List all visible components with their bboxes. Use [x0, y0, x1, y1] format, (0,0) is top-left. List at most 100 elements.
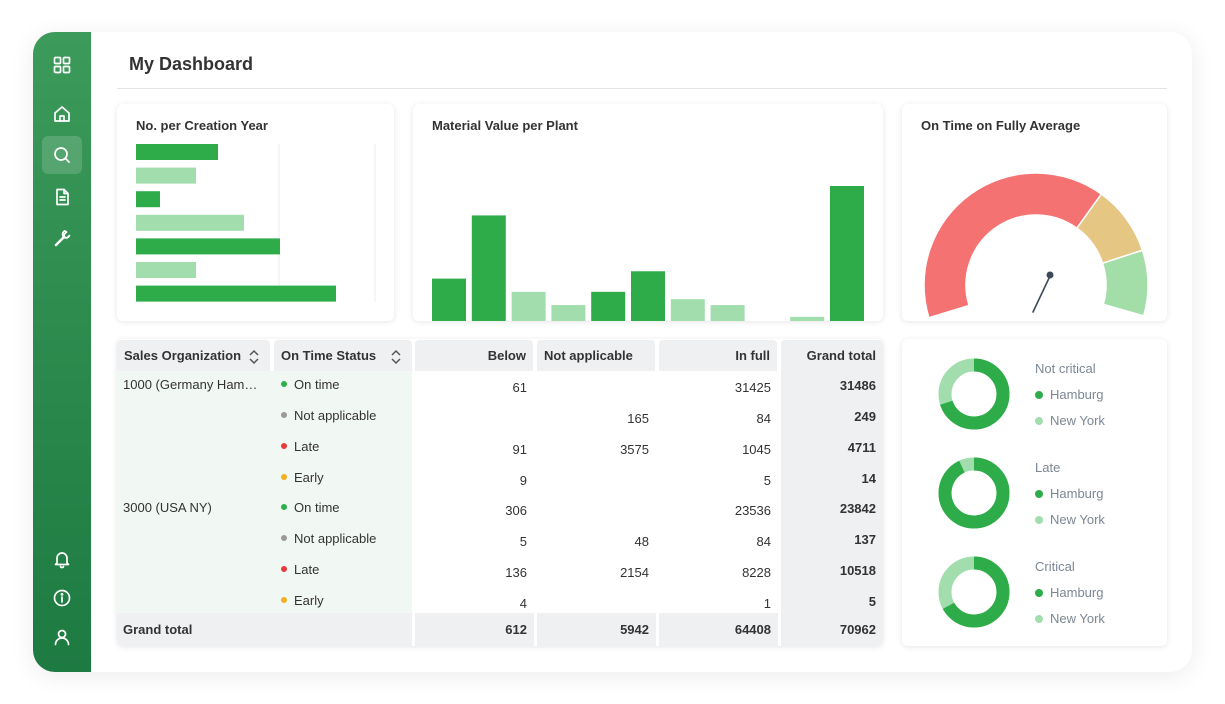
grand-total-column: [781, 371, 883, 613]
column-header[interactable]: Not applicable: [537, 340, 655, 371]
legend-dot: [1035, 489, 1043, 498]
below-cell: 4: [519, 596, 527, 611]
on-time-title: On Time on Fully Average: [921, 118, 1081, 133]
grand-total-below: 612: [505, 622, 527, 637]
gauge-segment: [923, 172, 1103, 319]
title-divider: [117, 88, 1167, 89]
row-header-area: [117, 371, 412, 613]
status-dot: [281, 534, 287, 541]
sort-icon[interactable]: [390, 346, 402, 365]
status-dot: [281, 473, 287, 480]
creation-year-bar[interactable]: [136, 191, 160, 208]
legend-dot: [1035, 614, 1043, 623]
creation-year-bar[interactable]: [136, 285, 336, 302]
search-icon[interactable]: [42, 136, 82, 174]
below-cell: 136: [505, 565, 527, 580]
sales-org-cell: 1000 (Germany Ham…: [123, 377, 258, 392]
grand-total-in-full: 64408: [734, 622, 771, 637]
legend-item-new-york: New York: [1035, 413, 1105, 428]
not-applicable-cell: 3575: [620, 442, 649, 457]
status-cell: Early: [281, 593, 324, 608]
legend-dot: [1035, 515, 1043, 524]
status-dot: [281, 442, 287, 449]
user-icon[interactable]: [42, 618, 82, 656]
creation-year-bar[interactable]: [136, 167, 196, 184]
column-header[interactable]: On Time Status: [274, 340, 412, 371]
donut-title: Critical: [1035, 559, 1075, 574]
below-cell: 5: [519, 534, 527, 549]
column-separator: [778, 613, 781, 646]
home-icon[interactable]: [42, 95, 82, 133]
material-value-bar[interactable]: [631, 271, 665, 321]
column-header-label: Not applicable: [544, 348, 633, 363]
status-cell: Late: [281, 439, 319, 454]
creation-year-bar[interactable]: [136, 238, 280, 255]
status-cell: On time: [281, 377, 340, 392]
bell-icon[interactable]: [42, 540, 82, 578]
column-header-label: Below: [487, 348, 526, 363]
material-value-bar[interactable]: [710, 305, 745, 321]
donut-title: Late: [1035, 460, 1061, 475]
column-header[interactable]: Sales Organization: [117, 340, 270, 371]
column-header[interactable]: In full: [659, 340, 777, 371]
column-header-label: On Time Status: [281, 348, 377, 363]
grand-total-cell: 4711: [847, 440, 876, 455]
donut-title: Not critical: [1035, 361, 1096, 376]
column-header[interactable]: Grand total: [781, 340, 883, 371]
info-icon[interactable]: [42, 579, 82, 617]
grand-total-cell: 14: [861, 471, 876, 486]
material-value-bar[interactable]: [790, 316, 825, 321]
on-time-gauge: [923, 172, 1149, 319]
material-value-bar[interactable]: [830, 186, 864, 321]
creation-year-bar[interactable]: [136, 214, 244, 231]
in-full-cell: 1: [763, 596, 771, 611]
material-value-bar[interactable]: [471, 215, 506, 321]
below-cell: 61: [512, 380, 527, 395]
legend-dot: [1035, 390, 1043, 399]
column-header[interactable]: Below: [415, 340, 533, 371]
legend-dot: [1035, 416, 1043, 425]
page-title: My Dashboard: [129, 54, 254, 74]
material-value-bar[interactable]: [670, 299, 705, 321]
material-value-bar[interactable]: [511, 291, 546, 321]
sales-org-cell: 3000 (USA NY): [123, 500, 212, 515]
material-value-bar[interactable]: [591, 291, 626, 321]
grand-total-not-applicable: 5942: [620, 622, 649, 637]
legend-item-hamburg: Hamburg: [1035, 486, 1103, 501]
grand-total-cell: 249: [854, 409, 876, 424]
material-value-title: Material Value per Plant: [432, 118, 578, 133]
status-dot: [281, 503, 287, 510]
gauge-needle-cap: [1046, 271, 1054, 279]
sort-icon[interactable]: [248, 346, 260, 365]
sidebar: [33, 32, 91, 672]
donut-card: Not critical Hamburg New York Late Hamburg Ne…: [902, 339, 1167, 646]
donut-segment-hamburg[interactable]: [938, 556, 1010, 628]
legend-item-hamburg: Hamburg: [1035, 585, 1103, 600]
legend-item-new-york: New York: [1035, 611, 1105, 626]
grid-icon[interactable]: [42, 46, 82, 84]
in-full-cell: 1045: [742, 442, 771, 457]
status-dot: [281, 411, 287, 418]
creation-year-bar[interactable]: [136, 262, 196, 278]
donut-segment-hamburg[interactable]: [938, 457, 1010, 529]
creation-year-card: No. per Creation Year: [117, 104, 394, 321]
in-full-cell: 84: [756, 534, 771, 549]
creation-year-bar[interactable]: [136, 144, 218, 160]
column-header-label: Sales Organization: [124, 348, 242, 363]
not-applicable-cell: 2154: [620, 565, 649, 580]
status-dot: [281, 380, 287, 387]
grand-total-cell: 31486: [839, 378, 876, 393]
column-header-label: Grand total: [806, 348, 876, 363]
column-separator: [656, 613, 659, 646]
status-cell: Not applicable: [281, 531, 376, 546]
document-icon[interactable]: [42, 178, 82, 216]
legend-item-hamburg: Hamburg: [1035, 387, 1103, 402]
legend-item-new-york: New York: [1035, 512, 1105, 527]
donut-segment-hamburg[interactable]: [938, 358, 1010, 430]
wrench-icon[interactable]: [42, 219, 82, 257]
not-applicable-cell: 48: [634, 534, 649, 549]
material-value-bar[interactable]: [432, 278, 466, 321]
grand-total-cell: 10518: [839, 563, 876, 578]
grand-total-row: [117, 613, 883, 646]
material-value-bar[interactable]: [551, 305, 586, 321]
